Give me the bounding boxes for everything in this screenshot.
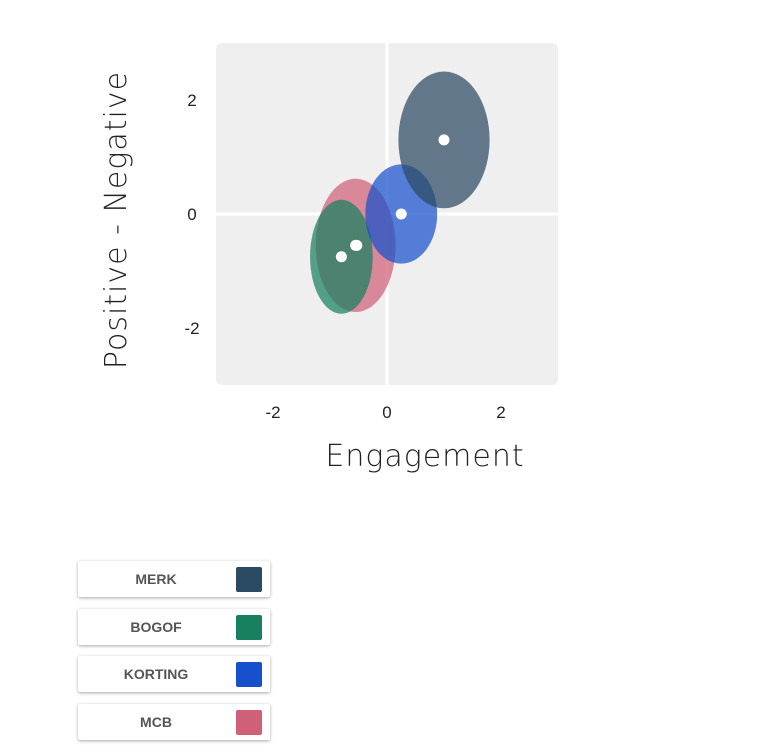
legend-swatch (236, 662, 262, 687)
y-tick-label: 0 (187, 205, 196, 224)
point-korting (395, 208, 407, 220)
legend-item-merk[interactable]: MERK (78, 561, 270, 597)
legend-label: BOGOF (130, 618, 182, 635)
scatter-chart: -2 0 2 2 0 -2 Engagement Positive - Negative (99, 43, 558, 474)
legend-label: MERK (135, 571, 177, 587)
y-tick-label: -2 (184, 319, 199, 338)
y-tick-labels: 2 0 -2 (184, 91, 199, 338)
legend-label: MCB (140, 713, 172, 730)
point-bogof (335, 251, 347, 263)
x-tick-label: 0 (382, 403, 391, 422)
legend-swatch (236, 567, 262, 592)
y-tick-label: 2 (187, 91, 196, 110)
point-layer (335, 134, 450, 263)
legend-item-korting[interactable]: KORTING (78, 656, 270, 692)
legend-item-mcb[interactable]: MCB (78, 703, 270, 740)
y-axis-title: Positive - Negative (99, 71, 134, 369)
legend-label: KORTING (123, 666, 189, 682)
x-tick-label: 2 (496, 403, 505, 422)
point-secondary (351, 239, 363, 251)
legend: MERK BOGOF KORTING MCB (78, 561, 273, 751)
legend-item-bogof[interactable]: BOGOF (78, 608, 270, 645)
x-tick-labels: -2 0 2 (265, 403, 505, 422)
x-axis-title: Engagement (325, 439, 524, 474)
legend-swatch (236, 709, 262, 735)
point-merk (438, 134, 450, 146)
legend-swatch (236, 614, 262, 640)
x-tick-label: -2 (265, 403, 280, 422)
